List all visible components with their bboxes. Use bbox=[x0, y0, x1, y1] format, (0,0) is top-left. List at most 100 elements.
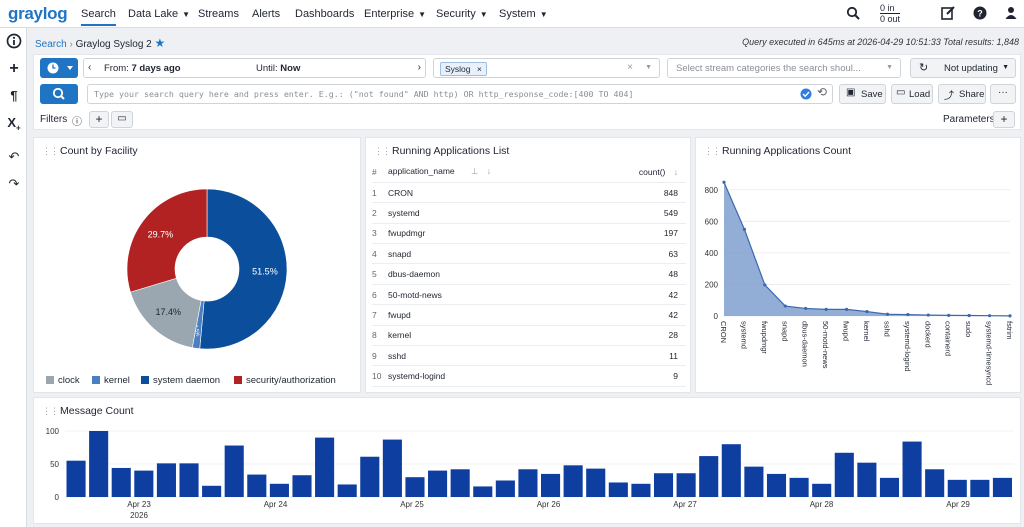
data-point[interactable] bbox=[783, 304, 787, 308]
data-point[interactable] bbox=[844, 307, 849, 311]
nav-enterprise[interactable]: Enterprise ▼ bbox=[364, 8, 427, 20]
chevron-down-icon[interactable]: ▼ bbox=[645, 64, 652, 71]
favorite-star-icon[interactable]: ★ bbox=[154, 36, 166, 50]
drag-handle-icon[interactable]: ⋮⋮ bbox=[42, 406, 59, 416]
bar[interactable] bbox=[925, 469, 945, 497]
data-point[interactable] bbox=[742, 227, 747, 231]
stream-chip[interactable]: Syslog × bbox=[440, 62, 487, 76]
bar[interactable] bbox=[766, 473, 787, 497]
bar[interactable] bbox=[947, 479, 967, 497]
nav-data-lake[interactable]: Data Lake ▼ bbox=[128, 8, 191, 20]
data-point[interactable] bbox=[1008, 314, 1012, 318]
bar[interactable] bbox=[247, 474, 267, 497]
paragraph-icon[interactable]: ¶ bbox=[10, 88, 18, 103]
table-row[interactable]: 9 sshd 11 bbox=[372, 345, 686, 367]
bar[interactable] bbox=[292, 475, 312, 497]
nav-system[interactable]: System ▼ bbox=[499, 8, 548, 20]
bar[interactable] bbox=[224, 445, 244, 497]
undo-icon[interactable]: ↶ bbox=[8, 149, 20, 164]
bar[interactable] bbox=[653, 473, 674, 497]
history-icon[interactable]: ⟲ bbox=[817, 85, 828, 99]
table-row[interactable]: 5 dbus-daemon 48 bbox=[372, 263, 686, 285]
bar[interactable] bbox=[586, 468, 606, 497]
bar[interactable] bbox=[495, 480, 515, 498]
stream-category-select[interactable]: Select stream categories the search shou… bbox=[667, 58, 901, 78]
bar[interactable] bbox=[518, 469, 538, 497]
bar[interactable] bbox=[744, 466, 764, 497]
bar[interactable] bbox=[676, 473, 696, 497]
nav-security[interactable]: Security ▼ bbox=[436, 8, 488, 20]
drag-handle-icon[interactable]: ⋮⋮ bbox=[704, 146, 721, 156]
bar[interactable] bbox=[269, 483, 289, 497]
bar[interactable] bbox=[834, 452, 854, 497]
drag-handle-icon[interactable]: ⋮⋮ bbox=[374, 146, 391, 156]
slice-system-daemon[interactable] bbox=[199, 188, 288, 350]
data-point[interactable] bbox=[987, 314, 992, 318]
bar[interactable] bbox=[608, 482, 628, 497]
bar[interactable] bbox=[111, 467, 131, 497]
sort-icon[interactable]: ↓ bbox=[673, 166, 678, 177]
data-point[interactable] bbox=[865, 309, 869, 314]
bar[interactable] bbox=[789, 477, 809, 497]
data-point[interactable] bbox=[906, 312, 910, 317]
bar[interactable] bbox=[156, 463, 176, 497]
bar[interactable] bbox=[179, 463, 199, 497]
chevron-left-icon[interactable]: ‹ bbox=[88, 62, 92, 73]
bar[interactable] bbox=[721, 444, 741, 497]
legend-item-clock[interactable]: clock bbox=[46, 375, 80, 386]
nav-dashboards[interactable]: Dashboards bbox=[295, 8, 355, 20]
legend-item-kernel[interactable]: kernel bbox=[92, 375, 130, 386]
timerange-picker[interactable]: ‹ From: 7 days ago Until: Now › bbox=[83, 58, 426, 78]
bar[interactable] bbox=[812, 483, 832, 497]
data-point[interactable] bbox=[722, 180, 726, 184]
parameters-icon[interactable]: X+ bbox=[7, 115, 21, 133]
table-row[interactable]: 3 fwupdmgr 197 bbox=[372, 223, 686, 245]
help-circle-icon[interactable]: ⓘ bbox=[72, 117, 82, 128]
add-filter-button[interactable]: + bbox=[89, 111, 109, 128]
load-button[interactable]: ▭ Load bbox=[891, 84, 933, 104]
facility-pie-chart[interactable]: 51.5% 1.5% 17.4% 29.7% bbox=[34, 138, 362, 394]
bar[interactable] bbox=[473, 486, 493, 497]
timerange-type-button[interactable] bbox=[40, 58, 78, 78]
legend-item-system-daemon[interactable]: system daemon bbox=[141, 375, 220, 386]
table-row[interactable]: 4 snapd 63 bbox=[372, 243, 686, 265]
share-button[interactable]: ⤴ Share bbox=[938, 84, 986, 104]
message-count-bar-chart[interactable]: 0 50 100 Apr 23 Apr 24 Apr 25 Apr 26 Apr 27 Apr … bbox=[34, 398, 1022, 525]
graylog-logo[interactable]: graylog bbox=[8, 4, 68, 23]
refresh-button[interactable]: ↻ Not updating ▼ bbox=[910, 58, 1016, 78]
add-widget-icon[interactable]: + bbox=[9, 60, 19, 77]
bar[interactable] bbox=[337, 484, 357, 497]
bar[interactable] bbox=[134, 470, 154, 497]
bar[interactable] bbox=[631, 483, 651, 497]
bar[interactable] bbox=[970, 479, 990, 497]
data-point[interactable] bbox=[804, 306, 808, 311]
nav-search[interactable]: Search bbox=[81, 8, 116, 26]
notes-icon[interactable] bbox=[941, 6, 955, 23]
data-point[interactable] bbox=[967, 313, 971, 318]
data-point[interactable] bbox=[763, 283, 767, 287]
chevron-right-icon[interactable]: › bbox=[417, 62, 421, 73]
bar[interactable] bbox=[428, 470, 448, 497]
filter-folder-icon[interactable]: ▭ bbox=[111, 111, 133, 128]
data-point[interactable] bbox=[947, 313, 951, 317]
bar[interactable] bbox=[879, 477, 900, 497]
apps-area-chart[interactable]: 0 200 400 600 800 CRON systemd fwupdmgr snapd dbu… bbox=[696, 138, 1022, 394]
remove-chip-icon[interactable]: × bbox=[476, 64, 482, 74]
bar[interactable] bbox=[315, 437, 335, 497]
clear-icon[interactable]: × bbox=[627, 62, 633, 73]
table-row[interactable]: 8 kernel 28 bbox=[372, 325, 686, 347]
more-actions-button[interactable]: ··· bbox=[990, 84, 1016, 104]
bar[interactable] bbox=[360, 456, 380, 497]
bar[interactable] bbox=[382, 439, 402, 497]
bar[interactable] bbox=[563, 465, 583, 497]
table-row[interactable]: 6 50-motd-news 42 bbox=[372, 284, 686, 306]
stream-selector[interactable]: Syslog × × ▼ bbox=[433, 58, 660, 78]
sort-icon[interactable]: ↓ bbox=[486, 166, 492, 177]
bar[interactable] bbox=[450, 469, 470, 497]
table-row[interactable]: 10 systemd-logind 9 bbox=[372, 365, 686, 387]
table-row[interactable]: 1 CRON 848 bbox=[372, 182, 686, 204]
column-header-count[interactable]: count() ↓ bbox=[592, 162, 686, 183]
help-icon[interactable]: ? bbox=[973, 6, 987, 23]
drag-handle-icon[interactable]: ⋮⋮ bbox=[42, 146, 59, 156]
query-validation-icon[interactable] bbox=[800, 88, 812, 103]
